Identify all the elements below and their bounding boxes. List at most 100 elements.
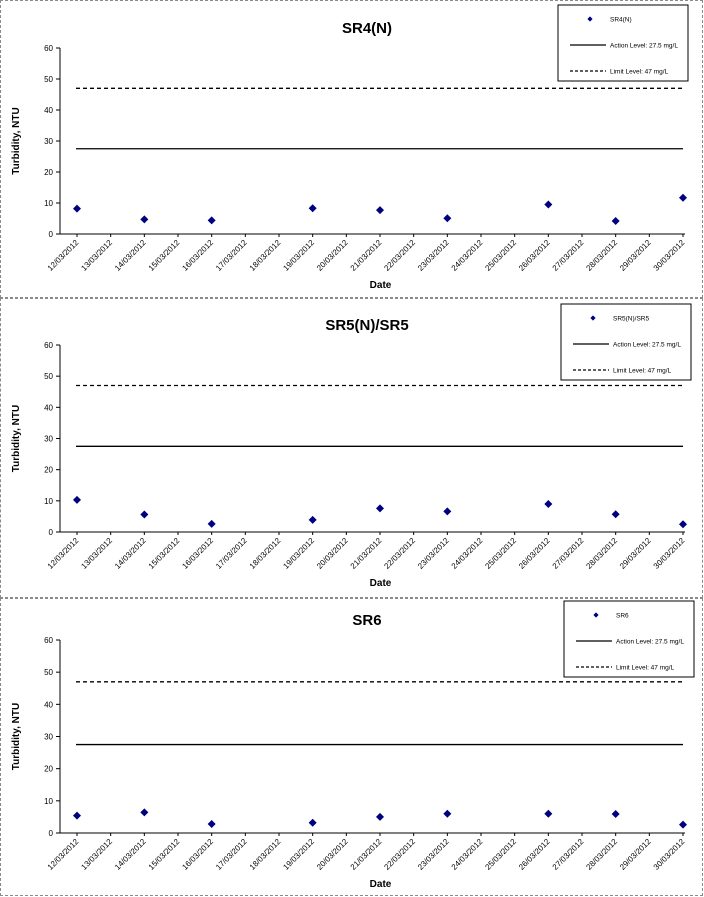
x-tick-label: 16/03/2012 (180, 238, 215, 273)
legend-label: Action Level: 27.5 mg/L (610, 43, 678, 50)
chart-panel-sr4n: SR4(N) 0 10 20 30 40 50 60 12/03/2012 13/03/2012 1… (0, 0, 703, 298)
y-tick-label: 40 (44, 106, 53, 115)
x-tick-label: 16/03/2012 (180, 837, 215, 872)
data-point (544, 200, 553, 209)
y-axis-title: Turbidity, NTU (11, 703, 22, 770)
x-tick-label: 29/03/2012 (618, 536, 653, 571)
x-tick-label: 24/03/2012 (450, 837, 485, 872)
x-tick-label: 24/03/2012 (450, 536, 485, 571)
y-tick-label: 20 (44, 466, 53, 475)
y-tick-label: 60 (44, 44, 53, 53)
x-tick-label: 12/03/2012 (46, 837, 81, 872)
y-tick-label: 30 (44, 137, 53, 146)
x-axis-title: Date (370, 578, 392, 589)
x-tick-label: 17/03/2012 (214, 536, 249, 571)
x-axis-title: Date (370, 280, 392, 291)
x-tick-label: 25/03/2012 (483, 536, 518, 571)
x-tick-label: 20/03/2012 (315, 238, 350, 273)
x-tick-label: 27/03/2012 (551, 837, 586, 872)
legend-label: SR5(N)/SR5 (613, 316, 650, 323)
y-tick-label: 40 (44, 403, 53, 412)
y-tick-label: 0 (49, 528, 54, 537)
x-tick-label: 14/03/2012 (113, 837, 148, 872)
legend-box (563, 600, 695, 678)
y-tick-label: 50 (44, 372, 53, 381)
x-tick-label: 26/03/2012 (517, 837, 552, 872)
data-point (611, 216, 620, 225)
data-point (73, 495, 81, 504)
x-tick-label: 21/03/2012 (349, 536, 384, 571)
y-axis-title: Turbidity, NTU (11, 107, 22, 174)
data-point (140, 510, 149, 519)
data-point (308, 515, 317, 524)
legend-label: Limit Level: 47 mg/L (610, 69, 669, 76)
x-tick-label: 19/03/2012 (281, 536, 316, 571)
data-point (376, 206, 384, 215)
data-point (308, 204, 317, 213)
data-point (376, 812, 384, 821)
x-tick-label: 16/03/2012 (180, 536, 215, 571)
legend-marker-sr5-n-sr5 (590, 315, 596, 321)
data-point (611, 810, 620, 819)
x-tick-label: 28/03/2012 (584, 536, 619, 571)
x-tick-label: 12/03/2012 (46, 536, 81, 571)
legend-box (557, 4, 689, 82)
legend-marker-sr4-n (587, 16, 593, 22)
data-point (207, 819, 216, 828)
legend-marker-sr6 (593, 612, 599, 618)
legend-label: Limit Level: 47 mg/L (613, 368, 672, 375)
x-tick-label: 22/03/2012 (382, 837, 417, 872)
x-tick-label: 28/03/2012 (584, 238, 619, 273)
x-tick-label: 25/03/2012 (483, 238, 518, 273)
x-tick-label: 20/03/2012 (315, 536, 350, 571)
x-tick-label: 20/03/2012 (315, 837, 350, 872)
x-tick-label: 12/03/2012 (46, 238, 81, 273)
data-point (611, 510, 620, 519)
x-tick-label: 28/03/2012 (584, 837, 619, 872)
y-tick-label: 10 (44, 497, 53, 506)
x-tick-label: 19/03/2012 (281, 837, 316, 872)
x-tick-label: 13/03/2012 (79, 536, 114, 571)
x-tick-label: 29/03/2012 (618, 238, 653, 273)
y-tick-label: 30 (44, 435, 53, 444)
legend: SR6 Action Level: 27.5 mg/L Limit Level: 4… (563, 600, 695, 678)
x-tick-label: 23/03/2012 (416, 837, 451, 872)
chart-panel-sr5n-sr5: SR5(N)/SR5 0 10 20 30 40 50 60 12/03/2012 13/03/2… (0, 298, 703, 598)
x-tick-label: 29/03/2012 (618, 837, 653, 872)
x-tick-label: 18/03/2012 (248, 536, 283, 571)
chart-title: SR5(N)/SR5 (325, 317, 408, 334)
data-point (207, 519, 216, 528)
legend-box (560, 303, 692, 381)
data-point (544, 499, 553, 508)
data-point (679, 193, 687, 202)
data-point (73, 811, 81, 820)
x-tick-label: 30/03/2012 (652, 536, 687, 571)
legend-label: Action Level: 27.5 mg/L (613, 342, 681, 349)
y-tick-label: 0 (49, 230, 54, 239)
x-tick-label: 27/03/2012 (551, 238, 586, 273)
data-point (544, 809, 553, 818)
x-axis-title: Date (370, 879, 392, 890)
data-point (140, 808, 149, 817)
chart-svg: SR6 0 10 20 30 40 50 60 12/03/201213/03/201214/0… (11, 600, 695, 890)
y-tick-label: 50 (44, 668, 53, 677)
x-tick-label: 26/03/2012 (517, 536, 552, 571)
x-tick-label: 22/03/2012 (382, 536, 417, 571)
y-tick-label: 20 (44, 168, 53, 177)
data-point (376, 504, 384, 513)
y-tick-label: 30 (44, 733, 53, 742)
x-tick-label: 13/03/2012 (79, 238, 114, 273)
x-tick-label: 18/03/2012 (248, 238, 283, 273)
chart-svg: SR4(N)010203040506012/03/201213/03/20121… (11, 4, 689, 291)
y-tick-label: 20 (44, 765, 53, 774)
data-point (207, 216, 216, 225)
y-tick-label: 10 (44, 797, 53, 806)
y-tick-label: 40 (44, 700, 53, 709)
x-tick-label: 24/03/2012 (450, 238, 485, 273)
y-tick-label: 0 (49, 829, 54, 838)
x-tick-label: 13/03/2012 (79, 837, 114, 872)
chart-panel-sr6: SR6 0 10 20 30 40 50 60 12/03/2012 13/03/2012 14/0… (0, 598, 703, 896)
x-tick-label: 19/03/2012 (281, 238, 316, 273)
x-tick-label: 30/03/2012 (652, 238, 687, 273)
